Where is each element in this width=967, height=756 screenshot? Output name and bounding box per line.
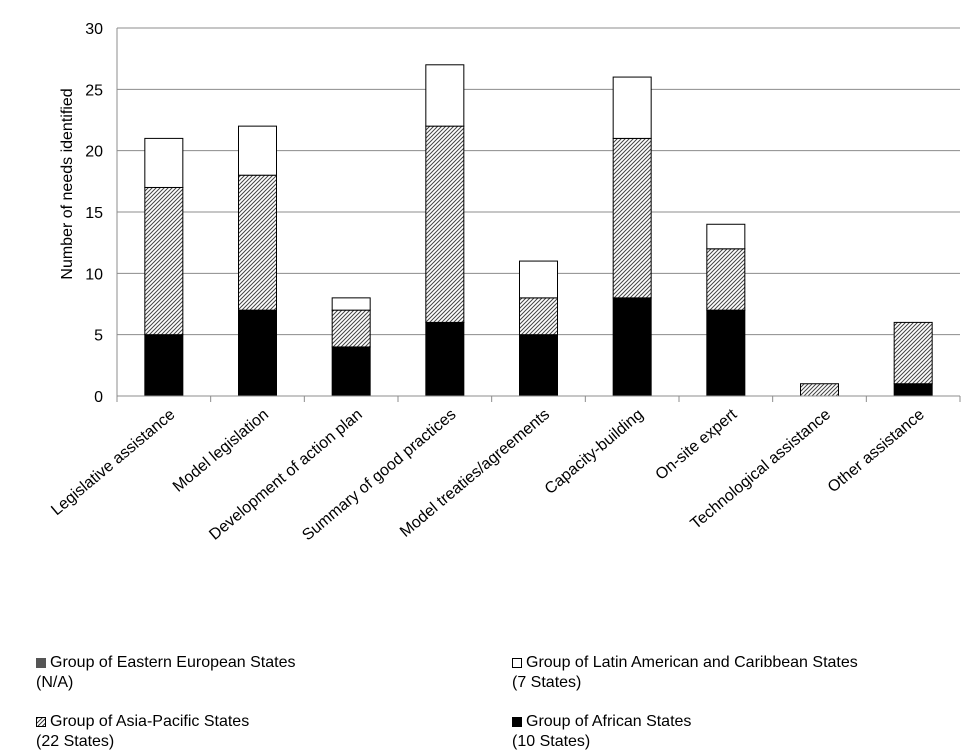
legend-label: Group of Latin American and Caribbean St… — [526, 654, 858, 671]
y-tick-label: 15 — [85, 205, 103, 222]
bar-segment — [238, 309, 277, 397]
bar-segment — [519, 334, 558, 397]
legend-sublabel: (10 States) — [512, 733, 591, 750]
bar-segment — [144, 137, 184, 188]
bar-segment — [425, 64, 465, 127]
legend-sublabel: (N/A) — [36, 674, 74, 691]
legend-swatch — [36, 717, 46, 727]
x-tick-label: Model treaties/agreements — [397, 406, 553, 541]
y-tick-label: 25 — [85, 82, 103, 99]
y-axis-title: Number of needs identified — [59, 88, 76, 279]
bar-segment — [519, 297, 558, 336]
bar-segment — [612, 137, 652, 299]
bar-segment — [238, 125, 277, 176]
bar-segment — [425, 321, 465, 397]
legend-sublabel: (22 States) — [36, 733, 115, 750]
legend-swatch — [512, 717, 522, 727]
bar-segment — [519, 260, 558, 299]
legend-label: Group of Asia-Pacific States — [50, 713, 250, 730]
bar-segment — [612, 297, 652, 397]
x-tick-label: Other assistance — [825, 406, 928, 496]
y-tick-label: 20 — [85, 144, 103, 161]
bar-segment — [706, 223, 746, 250]
legend-label: Group of African States — [526, 713, 692, 730]
legend-sublabel: (7 States) — [512, 674, 582, 691]
y-tick-labels: 0 5 10 15 20 25 30 — [85, 21, 103, 406]
x-tick-label: Summary of good practices — [299, 406, 459, 544]
x-tick-label: Capacity-building — [542, 406, 647, 498]
y-tick-label: 10 — [85, 266, 103, 283]
bar-segment — [706, 248, 746, 311]
bar-segment — [612, 76, 652, 139]
bar-segment — [706, 309, 746, 397]
legend-swatch — [36, 658, 46, 668]
x-tick-label: On-site expert — [653, 406, 741, 484]
bar-segment — [144, 334, 184, 397]
x-tick-label: Development of action plan — [206, 406, 365, 544]
bar-segment — [331, 309, 371, 348]
x-tick-label: Model legislation — [170, 406, 272, 496]
axes — [116, 28, 961, 402]
bar-segment — [425, 125, 465, 323]
legend-label: Group of Eastern European States — [50, 654, 296, 671]
bar-segment — [238, 174, 277, 311]
bar-segment — [893, 321, 933, 385]
bar-segment — [331, 346, 371, 397]
bar-segment — [331, 297, 371, 311]
bar-segment — [144, 186, 184, 336]
x-tick-label: Legislative assistance — [48, 406, 178, 519]
bar-segment — [800, 383, 839, 397]
y-tick-label: 30 — [85, 21, 103, 38]
y-tick-label: 0 — [94, 389, 103, 406]
legend-swatch — [512, 658, 522, 668]
bar-segment — [893, 383, 933, 397]
bars — [144, 64, 933, 397]
y-tick-label: 5 — [94, 328, 103, 345]
